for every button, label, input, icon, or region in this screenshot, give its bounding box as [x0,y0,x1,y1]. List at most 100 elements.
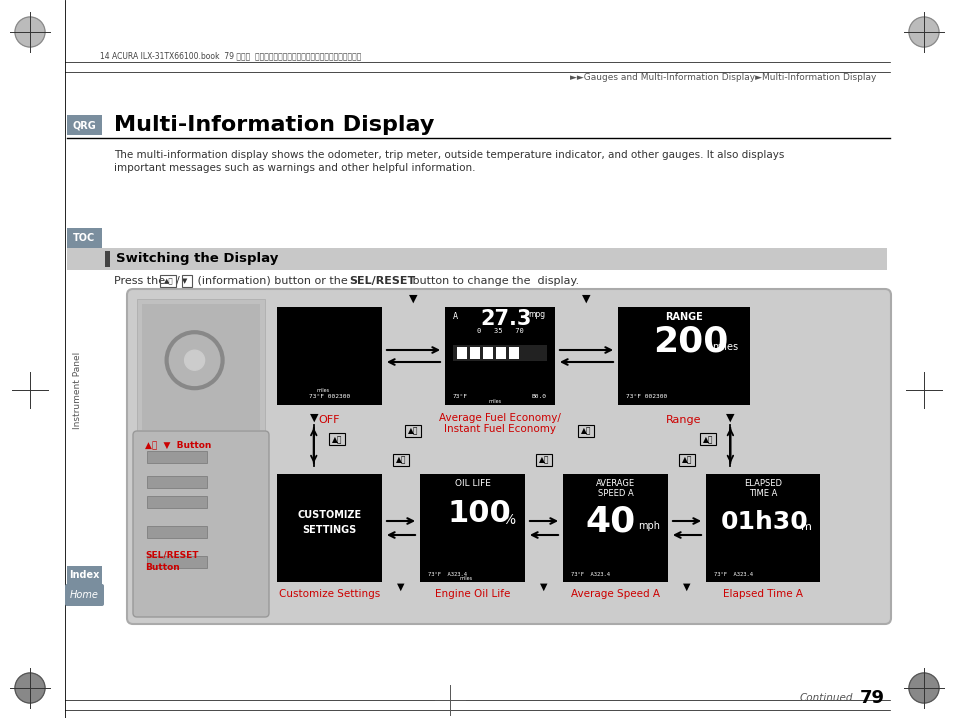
Text: 73°F: 73°F [453,394,468,399]
Bar [536,454,552,466]
Text: RANGE: RANGE [664,312,702,322]
Text: SEL/RESET: SEL/RESET [145,551,198,559]
Text: miles: miles [488,399,501,404]
Text: Instant Fuel Economy: Instant Fuel Economy [443,424,556,434]
Text: mph: mph [638,521,659,531]
Text: 79: 79 [859,689,884,707]
Text: ▼: ▼ [725,413,734,423]
Text: Index: Index [69,570,99,580]
Text: 73°F 002300: 73°F 002300 [309,394,350,399]
Text: B0.0: B0.0 [532,394,546,399]
Bar [67,566,102,584]
Text: AVERAGE: AVERAGE [596,478,635,488]
Bar [67,228,102,248]
Text: 73°F  A323.4: 73°F A323.4 [713,572,752,577]
Bar [147,556,207,568]
Bar [496,347,505,359]
Text: 01h30: 01h30 [720,510,808,534]
Bar [147,526,207,538]
Text: ▼: ▼ [182,278,187,284]
Text: Range: Range [665,415,701,425]
Text: ▼: ▼ [539,582,547,592]
Text: important messages such as warnings and other helpful information.: important messages such as warnings and … [113,163,475,173]
Text: ▼: ▼ [309,413,317,423]
Circle shape [908,17,938,47]
Bar [329,434,344,445]
Circle shape [15,673,45,703]
Text: Button: Button [145,564,179,572]
FancyBboxPatch shape [127,289,890,624]
Text: (information) button or the: (information) button or the [193,276,351,286]
Text: ▲ⓘ  ▼  Button: ▲ⓘ ▼ Button [145,441,212,449]
Bar [456,347,467,359]
FancyBboxPatch shape [132,431,269,617]
Text: ▲ⓘ: ▲ⓘ [408,426,418,436]
Text: ▲ⓘ: ▲ⓘ [580,426,591,436]
Text: m: m [801,522,811,532]
Text: SPEED A: SPEED A [597,488,633,498]
Text: ▲ⓘ: ▲ⓘ [702,435,713,444]
Text: OIL LIFE: OIL LIFE [454,480,490,488]
Text: SEL/RESET: SEL/RESET [349,276,415,286]
Text: miles: miles [459,577,472,582]
Text: Elapsed Time A: Elapsed Time A [722,589,802,599]
Text: The multi-information display shows the odometer, trip meter, outside temperatur: The multi-information display shows the … [113,150,783,160]
Bar [618,307,749,405]
Bar [405,425,421,437]
Text: 0   35   70: 0 35 70 [476,328,523,334]
FancyBboxPatch shape [65,584,104,606]
Bar [142,304,260,430]
Text: Average Fuel Economy/: Average Fuel Economy/ [438,413,560,423]
Text: 100: 100 [448,500,511,528]
Circle shape [15,17,45,47]
Text: ▲ⓘ: ▲ⓘ [395,455,406,465]
Text: Continued: Continued [800,693,853,703]
Text: ELAPSED: ELAPSED [743,478,781,488]
Text: ▲ⓘ: ▲ⓘ [538,455,549,465]
Bar [705,474,820,582]
Text: ▲ⓘ: ▲ⓘ [681,455,692,465]
Text: Customize Settings: Customize Settings [278,589,379,599]
Bar [700,434,716,445]
Bar [182,275,192,287]
Text: TOC: TOC [72,233,95,243]
Bar [562,474,667,582]
Bar [147,476,207,488]
Text: ▲ⓘ: ▲ⓘ [164,278,173,284]
Bar [105,251,110,267]
Text: 73°F 002300: 73°F 002300 [625,394,666,399]
Bar [276,307,381,405]
Text: Engine Oil Life: Engine Oil Life [435,589,510,599]
Text: ►►Gauges and Multi-Information Display►Multi-Information Display: ►►Gauges and Multi-Information Display►M… [569,73,876,83]
Text: miles: miles [316,388,329,393]
Text: ▼: ▼ [682,582,690,592]
Bar [147,451,207,463]
Bar [470,347,479,359]
Bar [444,307,555,405]
Text: OFF: OFF [318,415,340,425]
Text: Home: Home [70,590,98,600]
Text: TIME A: TIME A [748,488,777,498]
Bar [393,454,409,466]
Text: ▼: ▼ [581,294,590,304]
Text: button to change the  display.: button to change the display. [409,276,578,286]
Bar [509,347,518,359]
Bar [679,454,695,466]
Text: 73°F  A323.4: 73°F A323.4 [428,572,467,577]
Bar [453,345,546,361]
Text: miles: miles [711,342,738,352]
Text: SETTINGS: SETTINGS [302,525,356,535]
Text: %: % [501,513,515,527]
Bar [276,474,381,582]
Text: 200: 200 [652,325,727,359]
Bar [482,347,493,359]
Text: 73°F  A323.4: 73°F A323.4 [571,572,609,577]
Text: mpg: mpg [527,310,544,320]
Text: A: A [453,312,457,322]
Text: 40: 40 [584,505,635,539]
Text: QRG: QRG [72,120,95,130]
Text: ▼: ▼ [396,582,404,592]
Text: Average Speed A: Average Speed A [571,589,659,599]
Text: Press the: Press the [113,276,172,286]
Text: CUSTOMIZE: CUSTOMIZE [297,510,361,520]
